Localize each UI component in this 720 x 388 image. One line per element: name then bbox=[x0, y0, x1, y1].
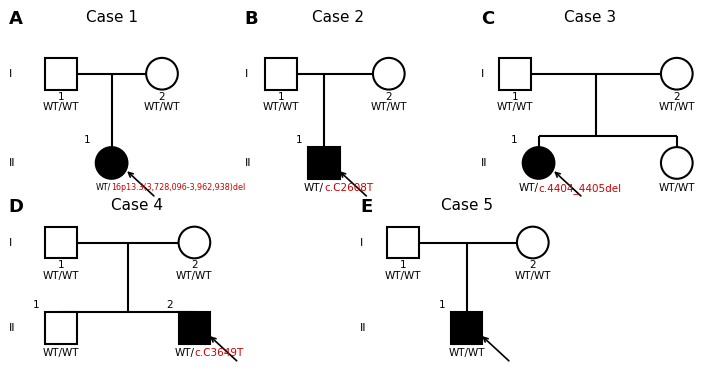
Bar bbox=[308, 147, 340, 179]
Text: WT/: WT/ bbox=[96, 183, 112, 192]
Bar bbox=[387, 227, 419, 258]
Ellipse shape bbox=[661, 147, 693, 179]
Text: I: I bbox=[9, 69, 12, 79]
Text: 1: 1 bbox=[438, 300, 445, 310]
Text: Case 4: Case 4 bbox=[111, 198, 163, 213]
Text: II: II bbox=[9, 323, 15, 333]
Text: 1: 1 bbox=[296, 135, 302, 145]
Bar bbox=[45, 58, 77, 90]
Text: c.4404_4405del: c.4404_4405del bbox=[539, 183, 621, 194]
Text: 1: 1 bbox=[58, 92, 65, 102]
Text: 2: 2 bbox=[191, 260, 198, 270]
Text: 1: 1 bbox=[510, 135, 517, 145]
Text: WT/: WT/ bbox=[304, 183, 324, 193]
Ellipse shape bbox=[96, 147, 127, 179]
Ellipse shape bbox=[179, 227, 210, 258]
Text: WT/WT: WT/WT bbox=[385, 271, 421, 281]
Text: 1: 1 bbox=[58, 260, 65, 270]
Text: II: II bbox=[245, 158, 251, 168]
Text: WT/: WT/ bbox=[518, 183, 539, 193]
Text: 1: 1 bbox=[84, 135, 90, 145]
Text: WT/WT: WT/WT bbox=[176, 271, 212, 281]
Text: I: I bbox=[481, 69, 485, 79]
Text: 2: 2 bbox=[166, 300, 173, 310]
Text: WT/WT: WT/WT bbox=[43, 102, 79, 112]
Text: Case 2: Case 2 bbox=[312, 10, 364, 25]
Text: A: A bbox=[9, 10, 22, 28]
Bar bbox=[45, 312, 77, 344]
Text: 1: 1 bbox=[33, 300, 40, 310]
Bar bbox=[179, 312, 210, 344]
Text: I: I bbox=[245, 69, 248, 79]
Text: Case 1: Case 1 bbox=[86, 10, 138, 25]
Text: 1: 1 bbox=[511, 92, 518, 102]
Text: WT/WT: WT/WT bbox=[497, 102, 533, 112]
Ellipse shape bbox=[523, 147, 554, 179]
Text: II: II bbox=[360, 323, 366, 333]
Ellipse shape bbox=[146, 58, 178, 90]
Ellipse shape bbox=[373, 58, 405, 90]
Text: WT/WT: WT/WT bbox=[659, 183, 695, 193]
Text: 16p13.3(3,728,096-3,962,938)del: 16p13.3(3,728,096-3,962,938)del bbox=[112, 183, 246, 192]
Bar bbox=[451, 312, 482, 344]
Text: c.C2608T: c.C2608T bbox=[324, 183, 373, 193]
Ellipse shape bbox=[661, 58, 693, 90]
Text: II: II bbox=[481, 158, 487, 168]
Text: E: E bbox=[360, 198, 372, 216]
Text: WT/WT: WT/WT bbox=[263, 102, 299, 112]
Text: WT/WT: WT/WT bbox=[449, 348, 485, 358]
Text: 2: 2 bbox=[385, 92, 392, 102]
Text: II: II bbox=[9, 158, 15, 168]
Text: Case 5: Case 5 bbox=[441, 198, 492, 213]
Text: WT/WT: WT/WT bbox=[43, 348, 79, 358]
Text: Case 3: Case 3 bbox=[564, 10, 616, 25]
Text: 2: 2 bbox=[673, 92, 680, 102]
Text: 2: 2 bbox=[158, 92, 166, 102]
Text: WT/WT: WT/WT bbox=[43, 271, 79, 281]
Bar bbox=[265, 58, 297, 90]
Text: C: C bbox=[481, 10, 494, 28]
Text: D: D bbox=[9, 198, 24, 216]
Text: WT/WT: WT/WT bbox=[144, 102, 180, 112]
Text: WT/WT: WT/WT bbox=[371, 102, 407, 112]
Text: I: I bbox=[9, 237, 12, 248]
Bar bbox=[45, 227, 77, 258]
Text: 1: 1 bbox=[277, 92, 284, 102]
Text: B: B bbox=[245, 10, 258, 28]
Text: WT/WT: WT/WT bbox=[515, 271, 551, 281]
Text: c.C3649T: c.C3649T bbox=[194, 348, 243, 358]
Text: I: I bbox=[360, 237, 364, 248]
Text: WT/: WT/ bbox=[174, 348, 194, 358]
Text: WT/WT: WT/WT bbox=[659, 102, 695, 112]
Bar bbox=[499, 58, 531, 90]
Text: 1: 1 bbox=[400, 260, 407, 270]
Ellipse shape bbox=[517, 227, 549, 258]
Text: 2: 2 bbox=[529, 260, 536, 270]
